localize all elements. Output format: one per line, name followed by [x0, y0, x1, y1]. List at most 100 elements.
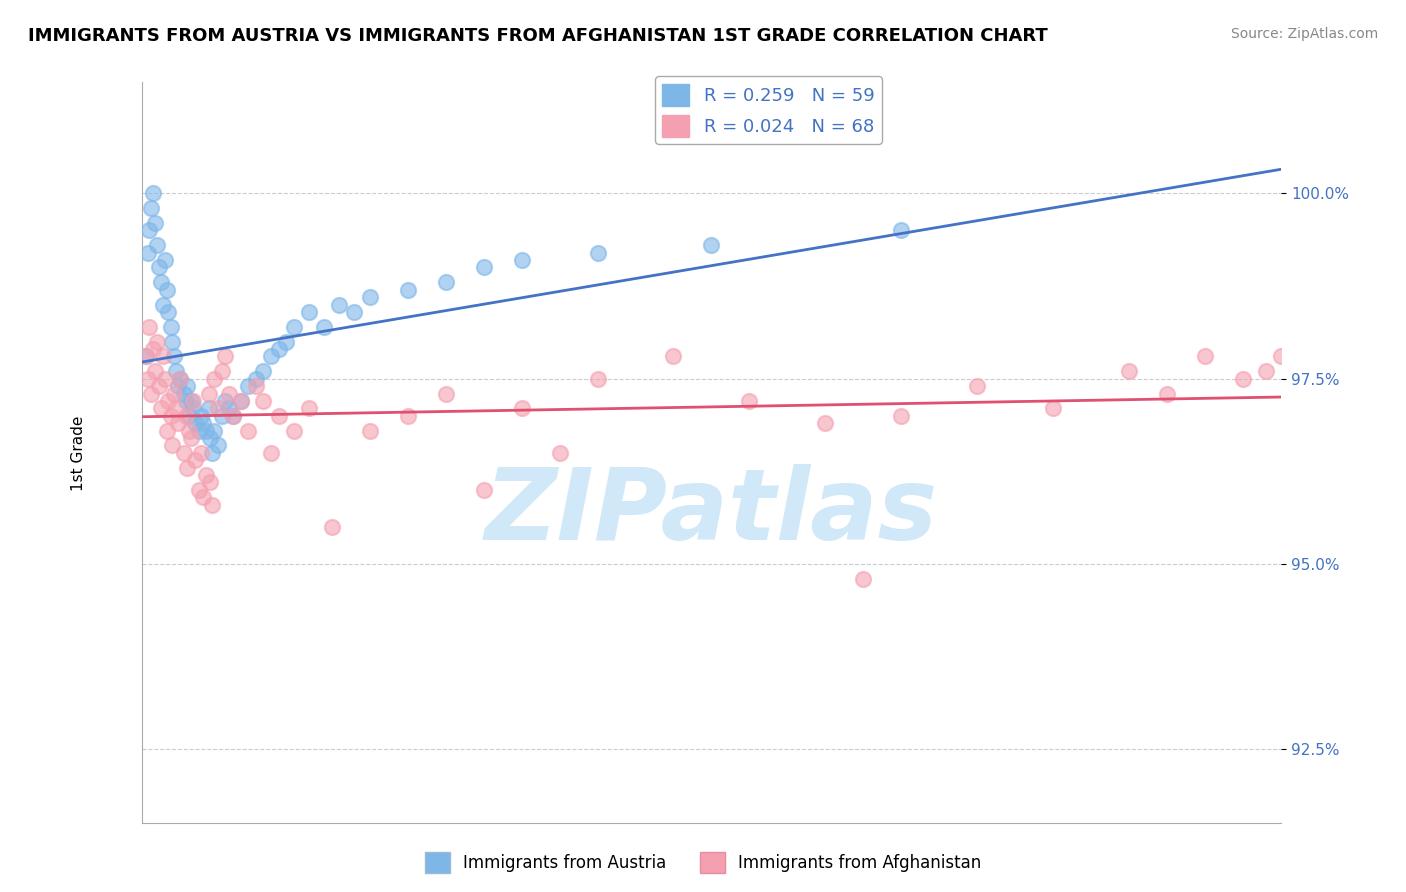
Point: [548, 446, 571, 460]
Point: [738, 393, 761, 408]
Point: [966, 379, 988, 393]
Point: [214, 350, 236, 364]
Point: [180, 431, 202, 445]
Point: [160, 334, 183, 349]
Point: [152, 350, 174, 364]
Point: [236, 379, 259, 393]
Point: [314, 319, 336, 334]
Point: [198, 475, 221, 490]
Point: [1118, 364, 1140, 378]
Point: [396, 283, 419, 297]
Point: [156, 283, 179, 297]
Point: [180, 393, 202, 408]
Point: [139, 386, 162, 401]
Point: [434, 386, 457, 401]
Point: [202, 372, 225, 386]
Point: [252, 364, 274, 378]
Point: [167, 379, 190, 393]
Point: [149, 401, 172, 416]
Point: [138, 223, 160, 237]
Point: [176, 460, 198, 475]
Point: [202, 424, 225, 438]
Point: [198, 431, 221, 445]
Point: [157, 305, 180, 319]
Point: [267, 342, 290, 356]
Point: [283, 424, 305, 438]
Point: [222, 409, 245, 423]
Point: [146, 334, 169, 349]
Point: [211, 409, 233, 423]
Point: [229, 393, 252, 408]
Point: [177, 409, 200, 423]
Point: [159, 409, 181, 423]
Point: [163, 350, 186, 364]
Point: [173, 446, 195, 460]
Point: [814, 416, 837, 430]
Point: [211, 364, 233, 378]
Point: [184, 453, 207, 467]
Point: [190, 446, 212, 460]
Text: Source: ZipAtlas.com: Source: ZipAtlas.com: [1230, 27, 1378, 41]
Point: [1232, 372, 1254, 386]
Point: [169, 372, 191, 386]
Point: [201, 446, 224, 460]
Point: [472, 260, 495, 275]
Point: [174, 409, 197, 423]
Point: [136, 372, 159, 386]
Point: [191, 491, 214, 505]
Legend: Immigrants from Austria, Immigrants from Afghanistan: Immigrants from Austria, Immigrants from…: [418, 846, 988, 880]
Point: [197, 386, 219, 401]
Point: [201, 498, 224, 512]
Y-axis label: 1st Grade: 1st Grade: [72, 415, 86, 491]
Point: [207, 401, 229, 416]
Point: [183, 401, 205, 416]
Point: [139, 201, 162, 215]
Point: [145, 216, 167, 230]
Point: [149, 275, 172, 289]
Point: [145, 364, 167, 378]
Point: [260, 446, 283, 460]
Point: [510, 401, 533, 416]
Point: [195, 424, 218, 438]
Point: [700, 238, 723, 252]
Point: [214, 393, 236, 408]
Point: [184, 416, 207, 430]
Point: [146, 238, 169, 252]
Point: [183, 393, 205, 408]
Legend: R = 0.259   N = 59, R = 0.024   N = 68: R = 0.259 N = 59, R = 0.024 N = 68: [655, 77, 882, 144]
Point: [148, 379, 170, 393]
Point: [218, 386, 240, 401]
Point: [142, 186, 165, 201]
Point: [434, 275, 457, 289]
Point: [236, 424, 259, 438]
Point: [152, 297, 174, 311]
Point: [260, 350, 283, 364]
Point: [135, 350, 157, 364]
Point: [190, 409, 212, 423]
Point: [173, 386, 195, 401]
Point: [153, 253, 176, 268]
Text: ZIPatlas: ZIPatlas: [485, 464, 938, 560]
Point: [321, 520, 343, 534]
Point: [1156, 386, 1178, 401]
Point: [160, 438, 183, 452]
Point: [586, 372, 609, 386]
Point: [510, 253, 533, 268]
Point: [153, 372, 176, 386]
Point: [142, 342, 165, 356]
Point: [1194, 350, 1216, 364]
Point: [165, 364, 187, 378]
Point: [396, 409, 419, 423]
Point: [852, 572, 875, 586]
Point: [176, 379, 198, 393]
Point: [252, 393, 274, 408]
Point: [1042, 401, 1064, 416]
Point: [187, 424, 209, 438]
Point: [1254, 364, 1277, 378]
Point: [135, 350, 157, 364]
Point: [159, 319, 181, 334]
Point: [195, 468, 218, 483]
Point: [328, 297, 350, 311]
Point: [218, 401, 240, 416]
Point: [359, 424, 381, 438]
